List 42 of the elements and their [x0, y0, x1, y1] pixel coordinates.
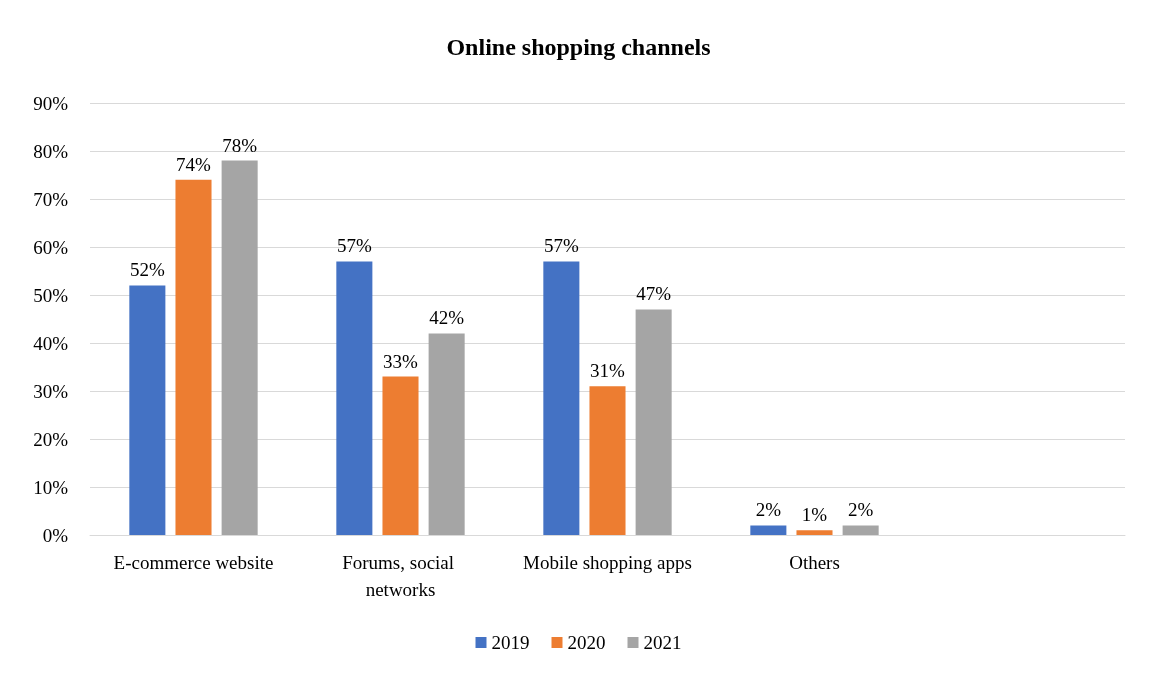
data-label: 78%: [222, 134, 258, 156]
data-label: 42%: [429, 307, 465, 329]
y-tick-label: 80%: [33, 140, 69, 162]
x-tick-label: Mobile shopping apps: [523, 552, 692, 573]
y-tick-label: 90%: [33, 92, 69, 114]
y-tick-label: 30%: [33, 380, 69, 402]
bar: [589, 386, 626, 535]
legend-label: 2021: [643, 632, 682, 653]
bar: [635, 309, 672, 535]
data-label: 74%: [176, 153, 212, 175]
bar: [842, 525, 879, 535]
bar: [336, 261, 373, 535]
y-tick-label: 50%: [33, 284, 69, 306]
bar: [428, 333, 465, 535]
y-tick-label: 20%: [33, 428, 69, 450]
x-tick-label: Others: [789, 552, 840, 573]
y-tick-label: 60%: [33, 236, 69, 258]
data-label: 52%: [129, 259, 165, 281]
bar: [750, 525, 787, 535]
x-tick-label: Forums, social networks: [342, 552, 459, 600]
bar: [796, 530, 833, 535]
data-label: 33%: [383, 350, 419, 372]
data-label: 57%: [543, 235, 579, 257]
y-tick-label: 0%: [42, 524, 69, 546]
data-label: 47%: [636, 283, 672, 305]
bar: [221, 160, 258, 535]
data-label: 31%: [590, 360, 626, 382]
data-label: 1%: [801, 504, 828, 526]
y-tick-label: 40%: [33, 332, 69, 354]
data-label: 2%: [847, 499, 874, 521]
x-tick-label: E-commerce website: [113, 552, 274, 573]
legend-label: 2019: [491, 632, 530, 653]
data-label: 2%: [755, 499, 782, 521]
y-tick-label: 70%: [33, 188, 69, 210]
bar: [129, 285, 166, 535]
bar: [543, 261, 580, 535]
chart-title: Online shopping channels: [446, 34, 711, 60]
bar: [382, 376, 419, 535]
legend-label: 2020: [567, 632, 606, 653]
y-tick-label: 10%: [33, 476, 69, 498]
data-label: 57%: [336, 235, 372, 257]
bar: [175, 179, 212, 535]
